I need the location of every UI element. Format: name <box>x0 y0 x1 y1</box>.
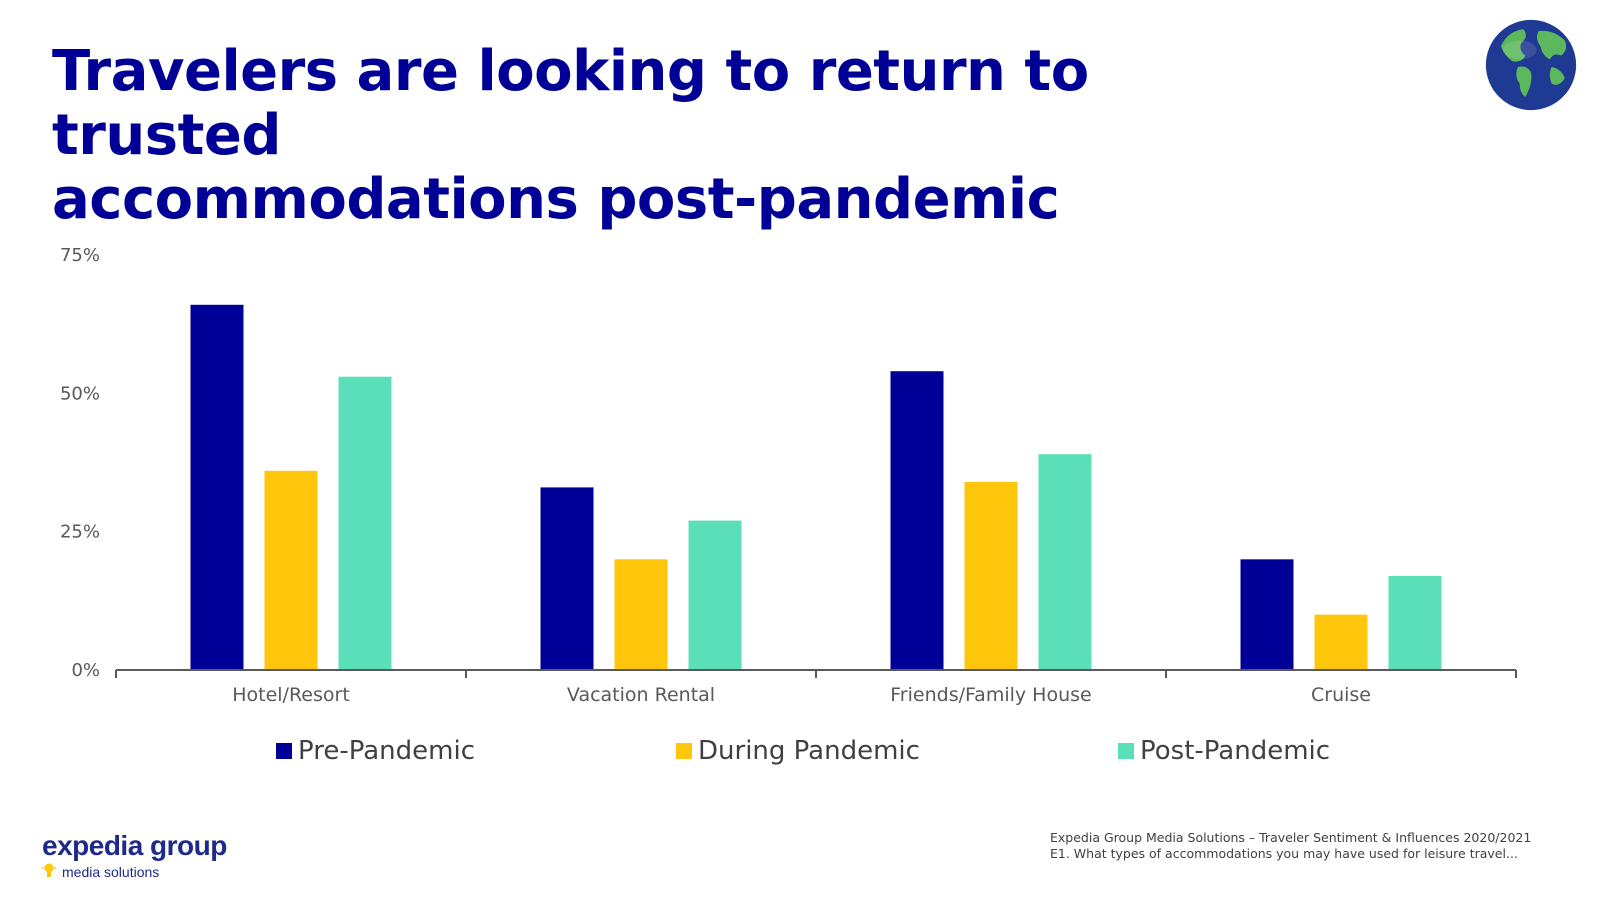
bar-cruise-during-pandemic <box>1314 614 1368 670</box>
lightbulb-icon <box>42 863 56 877</box>
globe-icon <box>1485 19 1577 111</box>
legend-label-post-pandemic: Post-Pandemic <box>1140 736 1331 766</box>
legend-label-during-pandemic: During Pandemic <box>698 736 920 766</box>
x-label-friends-family-house: Friends/Family House <box>890 684 1091 706</box>
bar-hotel-resort-post-pandemic <box>338 376 392 670</box>
bar-hotel-resort-pre-pandemic <box>190 304 244 670</box>
legend-item-during-pandemic: During Pandemic <box>676 736 920 766</box>
x-label-vacation-rental: Vacation Rental <box>567 684 715 706</box>
legend-item-post-pandemic: Post-Pandemic <box>1118 736 1330 766</box>
y-tick-label: 25% <box>60 522 100 543</box>
title-line-2: accommodations post-pandemic <box>52 167 1060 232</box>
legend-swatch-post-pandemic <box>1118 743 1134 759</box>
bar-friends-family-house-pre-pandemic <box>890 371 944 670</box>
x-axis-labels: Hotel/Resort Vacation Rental Friends/Famil… <box>232 684 1371 706</box>
y-tick-label: 75% <box>60 245 100 266</box>
legend-swatch-during-pandemic <box>676 743 692 759</box>
bar-vacation-rental-pre-pandemic <box>540 487 594 670</box>
legend-label-pre-pandemic: Pre-Pandemic <box>298 736 475 766</box>
x-label-hotel-resort: Hotel/Resort <box>232 684 350 706</box>
y-tick-label: 50% <box>60 383 100 404</box>
bar-friends-family-house-during-pandemic <box>964 481 1018 670</box>
bar-vacation-rental-post-pandemic <box>688 520 742 670</box>
logo-subtext: media solutions <box>62 864 160 880</box>
source-line-2: E1. What types of accommodations you may… <box>1050 846 1518 861</box>
bar-hotel-resort-during-pandemic <box>264 470 318 670</box>
expedia-group-logo: expedia group media solutions <box>24 820 254 890</box>
bar-friends-family-house-post-pandemic <box>1038 454 1092 670</box>
bars <box>190 304 1442 670</box>
y-axis-ticks: 0% 25% 50% 75% <box>60 245 100 681</box>
title-line-1: Travelers are looking to return to trust… <box>52 39 1089 168</box>
bar-vacation-rental-during-pandemic <box>614 559 668 670</box>
bar-cruise-post-pandemic <box>1388 575 1442 670</box>
chart-legend: Pre-Pandemic During Pandemic Post-Pandem… <box>0 736 1600 776</box>
page-title: Travelers are looking to return to trust… <box>52 40 1252 232</box>
source-note: Expedia Group Media Solutions – Traveler… <box>1050 830 1570 862</box>
x-label-cruise: Cruise <box>1311 684 1371 706</box>
logo-text: expedia group <box>42 830 227 861</box>
bar-cruise-pre-pandemic <box>1240 559 1294 670</box>
legend-swatch-pre-pandemic <box>276 743 292 759</box>
x-axis-tickmarks <box>115 670 1517 678</box>
y-tick-label: 0% <box>71 660 100 681</box>
source-line-1: Expedia Group Media Solutions – Traveler… <box>1050 830 1532 845</box>
legend-item-pre-pandemic: Pre-Pandemic <box>276 736 475 766</box>
